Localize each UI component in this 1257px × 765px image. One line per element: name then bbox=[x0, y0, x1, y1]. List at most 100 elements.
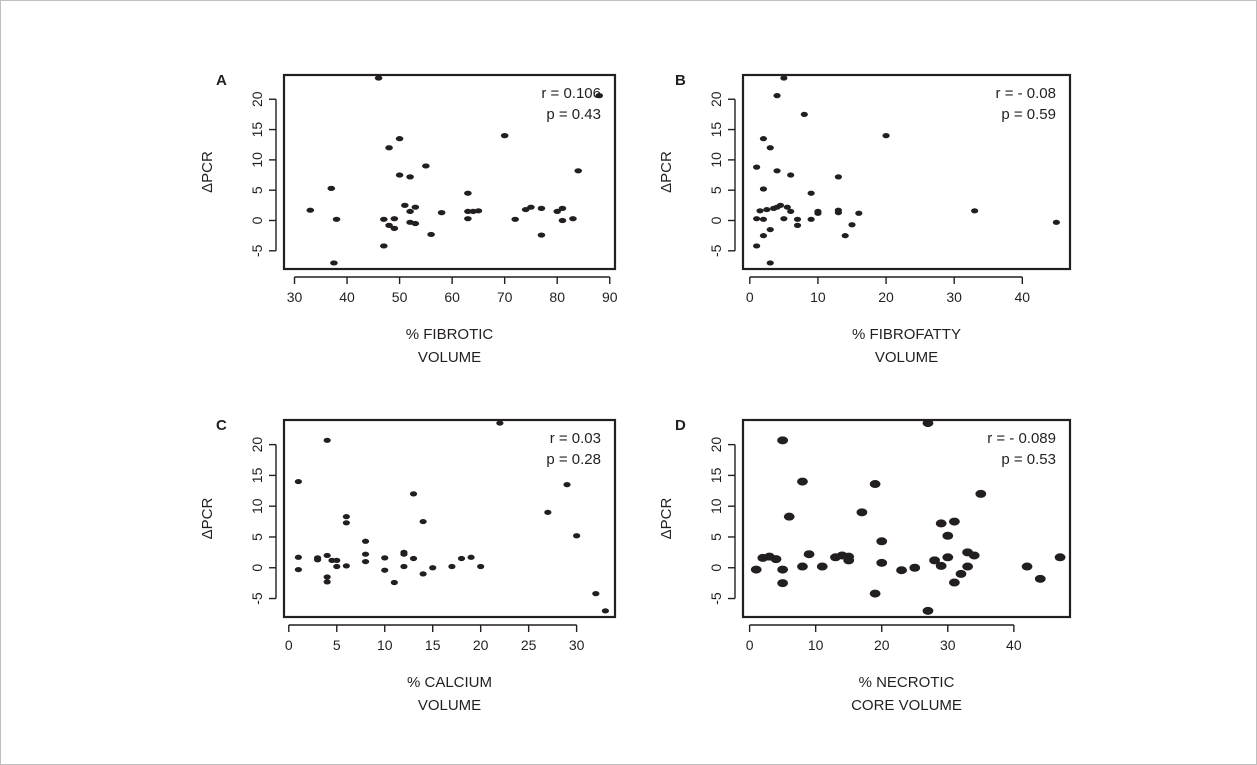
data-point bbox=[374, 75, 383, 81]
data-point bbox=[333, 563, 341, 570]
data-point bbox=[553, 208, 562, 215]
y-tick-label: -5 bbox=[249, 592, 265, 605]
y-tick-label: 10 bbox=[249, 498, 265, 514]
data-point bbox=[759, 186, 768, 192]
data-point bbox=[759, 216, 768, 222]
data-point bbox=[500, 133, 509, 139]
data-point bbox=[948, 517, 960, 526]
data-point bbox=[962, 562, 974, 571]
y-tick-label: 20 bbox=[708, 91, 724, 107]
data-point bbox=[766, 226, 774, 233]
y-tick-label: 0 bbox=[249, 564, 265, 572]
data-point bbox=[573, 533, 581, 539]
data-point bbox=[464, 216, 472, 222]
x-tick-label: 20 bbox=[473, 637, 489, 653]
y-tick-label: 20 bbox=[249, 91, 265, 107]
data-point bbox=[558, 205, 567, 211]
data-point bbox=[780, 75, 788, 81]
data-point bbox=[929, 556, 940, 565]
y-tick-label: 5 bbox=[708, 533, 724, 541]
x-tick-label: 15 bbox=[425, 637, 441, 653]
data-point bbox=[390, 216, 399, 222]
data-point bbox=[361, 538, 370, 544]
data-point bbox=[773, 168, 781, 174]
y-axis-title: ΔPCR bbox=[658, 497, 675, 539]
x-tick-label: 30 bbox=[940, 637, 956, 653]
data-point bbox=[848, 222, 856, 228]
data-point bbox=[834, 210, 842, 216]
data-point bbox=[330, 260, 338, 266]
data-point bbox=[876, 558, 888, 567]
x-axis-title: % FIBROFATTY bbox=[852, 326, 961, 343]
data-point bbox=[855, 210, 863, 216]
data-point bbox=[797, 477, 808, 486]
y-axis-title: ΔPCR bbox=[199, 151, 216, 193]
data-point bbox=[437, 210, 446, 216]
data-point bbox=[544, 509, 552, 515]
panel-label: C bbox=[216, 417, 227, 434]
data-point bbox=[342, 520, 350, 526]
x-tick-label: 20 bbox=[878, 289, 894, 305]
data-point bbox=[942, 553, 954, 562]
data-point bbox=[569, 216, 577, 222]
data-point bbox=[882, 133, 890, 139]
data-point bbox=[971, 208, 979, 214]
data-point bbox=[816, 562, 828, 571]
y-axis-title: ΔPCR bbox=[658, 151, 675, 193]
data-point bbox=[537, 232, 546, 238]
data-point bbox=[496, 420, 504, 426]
data-point bbox=[333, 557, 341, 563]
x-tick-label: 70 bbox=[497, 289, 513, 305]
data-point bbox=[400, 563, 408, 570]
y-tick-label: 10 bbox=[708, 152, 724, 168]
data-point bbox=[294, 554, 302, 560]
data-point bbox=[766, 260, 774, 266]
stat-annotation: r = - 0.089 bbox=[987, 430, 1056, 447]
data-point bbox=[780, 216, 788, 222]
y-tick-label: 15 bbox=[249, 467, 265, 483]
x-tick-label: 0 bbox=[746, 637, 754, 653]
data-point bbox=[773, 93, 781, 99]
panel-label: B bbox=[675, 72, 686, 89]
y-tick-label: 5 bbox=[249, 533, 265, 541]
y-axis-title: ΔPCR bbox=[199, 497, 216, 539]
x-axis-title: % CALCIUM bbox=[407, 674, 492, 691]
data-point bbox=[464, 208, 472, 215]
x-tick-label: 50 bbox=[392, 289, 408, 305]
x-tick-label: 40 bbox=[1006, 637, 1022, 653]
data-point bbox=[390, 579, 398, 586]
data-point bbox=[537, 205, 546, 211]
data-point bbox=[306, 207, 315, 213]
x-axis-title: % FIBROTIC bbox=[406, 326, 494, 343]
data-point bbox=[807, 190, 815, 196]
data-point bbox=[841, 233, 849, 239]
data-point bbox=[323, 437, 331, 443]
data-point bbox=[935, 561, 947, 570]
stat-annotation: p = 0.59 bbox=[1001, 106, 1056, 123]
data-point bbox=[909, 563, 921, 572]
data-point bbox=[411, 220, 420, 227]
x-tick-label: 80 bbox=[549, 289, 565, 305]
data-point bbox=[834, 174, 842, 180]
stat-annotation: r = 0.106 bbox=[541, 85, 601, 102]
x-tick-label: 30 bbox=[946, 289, 962, 305]
x-tick-label: 40 bbox=[1015, 289, 1031, 305]
y-tick-label: 20 bbox=[708, 437, 724, 453]
data-point bbox=[558, 217, 567, 224]
data-point bbox=[777, 436, 789, 445]
data-point bbox=[750, 565, 762, 574]
data-point bbox=[756, 208, 764, 214]
y-tick-label: -5 bbox=[708, 592, 724, 605]
data-point bbox=[787, 208, 795, 215]
data-point bbox=[401, 202, 409, 208]
x-tick-label: 10 bbox=[810, 289, 826, 305]
data-point bbox=[777, 565, 789, 574]
plot-frame bbox=[282, 418, 617, 619]
data-point bbox=[869, 480, 881, 489]
data-point bbox=[511, 216, 519, 222]
plot-frame bbox=[741, 73, 1072, 271]
x-axis-title-line2: VOLUME bbox=[875, 349, 938, 366]
y-tick-label: 15 bbox=[708, 467, 724, 483]
data-point bbox=[527, 204, 535, 210]
data-point bbox=[448, 563, 456, 570]
